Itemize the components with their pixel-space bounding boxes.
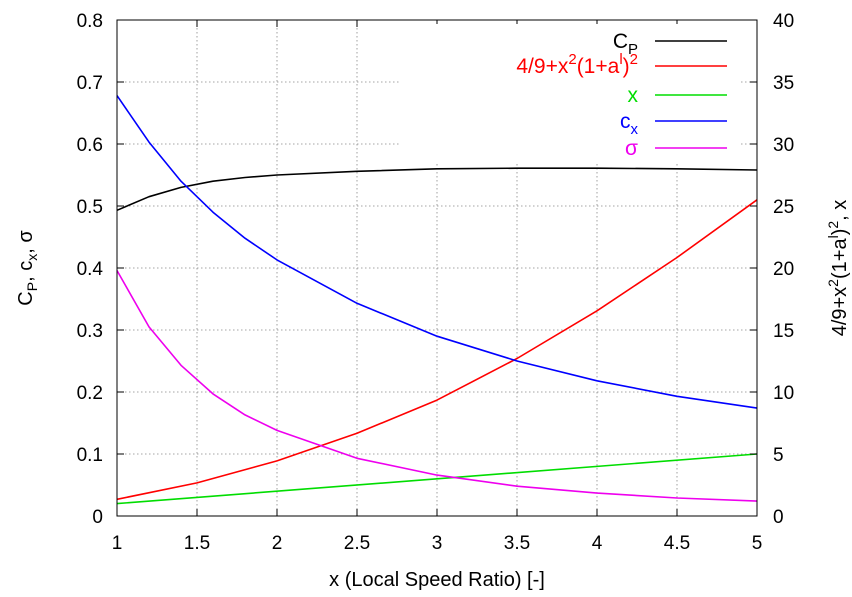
series-line-3	[116, 95, 758, 409]
y-left-tick-label: 0.4	[77, 259, 104, 280]
legend-label-2: x	[628, 84, 639, 107]
y-left-tick-label: 0.5	[77, 197, 103, 218]
legend: CP4/9+x2(1+al)2 x cxσ	[400, 24, 740, 164]
y-left-tick-label: 0.7	[77, 73, 103, 94]
x-tick-label: 3	[432, 533, 443, 554]
legend-background	[400, 24, 740, 164]
series-line-1	[116, 199, 758, 501]
x-tick-label: 2	[272, 533, 283, 554]
tick-layer: 1 1.5 2 2.5 3 3.5 4 4.5 500.10.20.30.40.50.60.70…	[77, 11, 795, 554]
y-right-tick-label: 15	[773, 321, 794, 342]
series-line-2	[116, 453, 758, 505]
x-axis-label: x (Local Speed Ratio) [-]	[329, 569, 545, 591]
legend-label-3: cx	[620, 110, 639, 138]
x-tick-label: 4.5	[664, 533, 690, 554]
x-tick-label: 2.5	[344, 533, 370, 554]
x-tick-label: 4	[592, 533, 603, 554]
y-left-tick-label: 0	[92, 507, 103, 528]
series-line-4	[116, 270, 758, 502]
x-tick-label: 5	[752, 533, 763, 554]
legend-label-1: 4/9+x2(1+al)2	[516, 51, 638, 78]
y-right-axis-label: 4/9+x2(1+al)2, x	[825, 200, 851, 337]
x-tick-label: 3.5	[504, 533, 530, 554]
legend-label-4: σ	[625, 137, 638, 160]
y-right-tick-label: 10	[773, 383, 794, 404]
x-tick-label: 1	[112, 533, 123, 554]
y-right-tick-label: 30	[773, 135, 794, 156]
y-right-tick-label: 35	[773, 73, 794, 94]
y-left-tick-label: 0.6	[77, 135, 103, 156]
x-tick-label: 1.5	[184, 533, 210, 554]
series-layer	[116, 95, 758, 505]
y-right-tick-label: 5	[773, 445, 784, 466]
axis-layer	[116, 19, 758, 517]
y-left-tick-label: 0.8	[77, 11, 103, 32]
y-left-tick-label: 0.1	[77, 445, 103, 466]
y-left-tick-label: 0.2	[77, 383, 103, 404]
y-right-tick-label: 40	[773, 11, 794, 32]
legend-label-0: CP	[613, 30, 638, 58]
y-right-tick-label: 25	[773, 197, 794, 218]
y-right-tick-label: 0	[773, 507, 784, 528]
y-left-axis-label: CP, cx, σ	[15, 230, 40, 306]
y-right-tick-label: 20	[773, 259, 794, 280]
series-line-0	[116, 167, 758, 212]
y-left-tick-label: 0.3	[77, 321, 103, 342]
